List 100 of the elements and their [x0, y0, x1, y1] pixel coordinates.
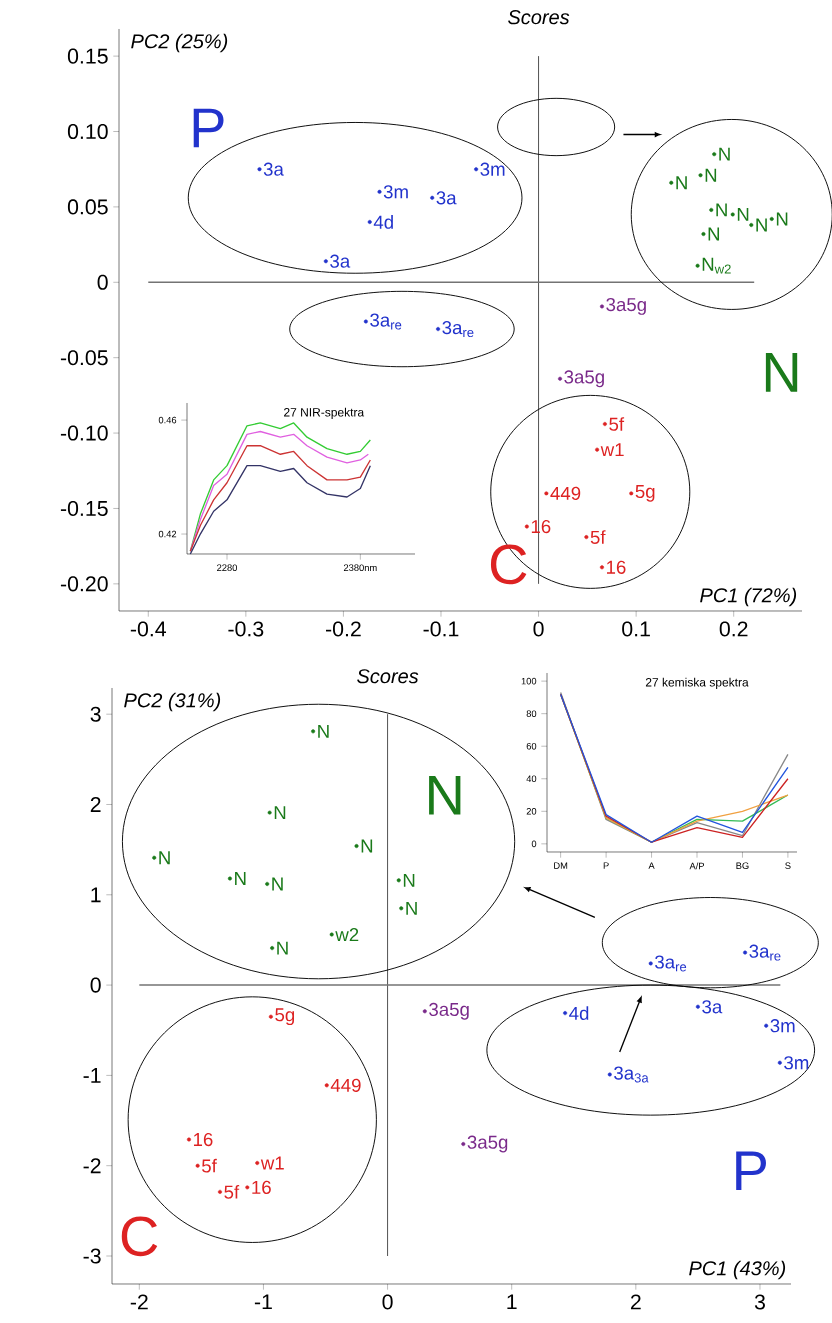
annotation: 16 [252, 1180, 271, 1194]
annotation: 3m [784, 1056, 809, 1070]
annotation: 3a5g [429, 1002, 469, 1020]
y-tick-label: 0.42 [158, 530, 177, 538]
y-tick-label: 2 [90, 797, 101, 812]
y-tick-label: -2 [83, 1158, 101, 1174]
annotation: 3a [702, 1000, 723, 1014]
annotation: N [676, 176, 687, 190]
annotation: w1 [600, 443, 624, 457]
y-tick-label: -0.05 [60, 350, 108, 366]
annotation: 5f [224, 1185, 240, 1199]
y-tick-label: 60 [526, 742, 537, 750]
y-tick-label: 0.46 [158, 416, 177, 424]
annotation: 3a$_{re}$ [749, 944, 781, 961]
y-tick-label: 0 [97, 274, 108, 290]
y-tick-label: 0 [531, 840, 537, 848]
annotation: N [719, 147, 730, 161]
x-tick-label: -2 [130, 1294, 148, 1310]
annotation: N [274, 806, 286, 820]
x-tick-label: 0.1 [622, 621, 650, 637]
annotation: 3m [480, 162, 505, 176]
annotation: 3a$_{3a}$ [614, 1066, 649, 1083]
y-tick-label: 1 [91, 887, 101, 903]
annotation: 449 [550, 486, 581, 500]
annotation: N [406, 901, 417, 915]
x-tick-label: 2380nm [343, 564, 377, 571]
y-tick-label: -0.20 [60, 576, 108, 592]
annotation: 5f [202, 1158, 217, 1173]
annotation: w1 [260, 1156, 284, 1170]
annotation: 4d [373, 215, 393, 229]
y-tick-label: 0.15 [67, 48, 108, 64]
annotation: N [277, 941, 288, 955]
x-axis-title: PC1 (72%) [700, 587, 797, 607]
series-label: P [193, 108, 224, 148]
annotation: w2 [335, 927, 359, 942]
annotation: 3a [330, 254, 351, 268]
x-tick-label: 2280 [217, 564, 238, 571]
annotation: N [235, 872, 246, 885]
annotation: 5g [635, 485, 655, 502]
annotation: N [361, 839, 373, 853]
chart-title: 27 kemiska spektra [645, 677, 749, 689]
y-tick-label: 20 [526, 808, 537, 815]
x-tick-label: DM [554, 862, 568, 869]
annotation: 5f [590, 530, 606, 544]
x-tick-label: BG [736, 862, 749, 869]
y-tick-label: 100 [521, 677, 537, 685]
annotation: 3a5g [564, 370, 604, 388]
annotation: 16 [607, 560, 626, 574]
chart-title: 27 NIR-spektra [284, 407, 365, 419]
chart-title: Scores [357, 669, 419, 684]
annotation: 3a5g [606, 297, 646, 315]
annotation: N [318, 724, 329, 738]
annotation: 3a [263, 162, 284, 176]
annotation: 449 [330, 1078, 361, 1092]
x-tick-label: 2 [630, 1294, 641, 1310]
y-tick-label: -3 [83, 1248, 101, 1264]
annotation: 5f [609, 417, 625, 431]
x-tick-label: -0.1 [423, 621, 459, 637]
series-label: P [736, 1151, 766, 1191]
x-tick-label: 1 [507, 1294, 517, 1310]
annotation: 3a5g [467, 1135, 508, 1153]
annotation: 4d [569, 1006, 589, 1020]
x-tick-label: -1 [254, 1294, 272, 1310]
annotation: N [272, 877, 283, 891]
x-tick-label: P [603, 862, 609, 869]
annotation: N$_{w2}$ [702, 257, 731, 274]
y-axis-title: PC2 (25%) [131, 33, 228, 53]
x-axis-title: PC1 (43%) [689, 1260, 786, 1280]
annotation: 3a$_{re}$ [655, 955, 687, 972]
x-tick-label: -0.2 [325, 621, 361, 637]
y-tick-label: 80 [526, 710, 537, 717]
series-label: C [490, 544, 527, 585]
chart-title: Scores [508, 10, 570, 25]
annotation: 3a [436, 191, 457, 205]
x-tick-label: -0.4 [130, 621, 167, 637]
x-tick-label: -0.3 [228, 621, 264, 637]
annotation: 3m [383, 185, 408, 199]
annotation: N [159, 851, 170, 865]
y-tick-label: 0.10 [67, 123, 108, 140]
y-tick-label: -0.15 [60, 500, 108, 517]
annotation: 16 [193, 1132, 213, 1147]
annotation: 5g [275, 1008, 295, 1026]
annotation: N [708, 227, 720, 241]
annotation: N [756, 218, 767, 232]
y-tick-label: 0.05 [67, 199, 108, 215]
y-tick-label: -1 [83, 1068, 101, 1083]
annotation: N [705, 168, 717, 182]
y-tick-label: -0.10 [60, 425, 108, 441]
x-tick-label: 0 [382, 1294, 393, 1310]
annotation: 3a$_{re}$ [442, 321, 474, 338]
annotation: 3a$_{re}$ [370, 313, 402, 330]
x-tick-label: S [785, 862, 791, 869]
annotation: N [776, 212, 788, 226]
annotation: 3m [770, 1019, 795, 1033]
annotation: N [403, 873, 415, 887]
x-tick-label: A/P [689, 862, 705, 870]
x-tick-label: A [648, 862, 655, 869]
y-tick-label: 3 [90, 706, 101, 722]
x-tick-label: 3 [754, 1294, 765, 1310]
y-axis-title: PC2 (31%) [124, 692, 221, 712]
